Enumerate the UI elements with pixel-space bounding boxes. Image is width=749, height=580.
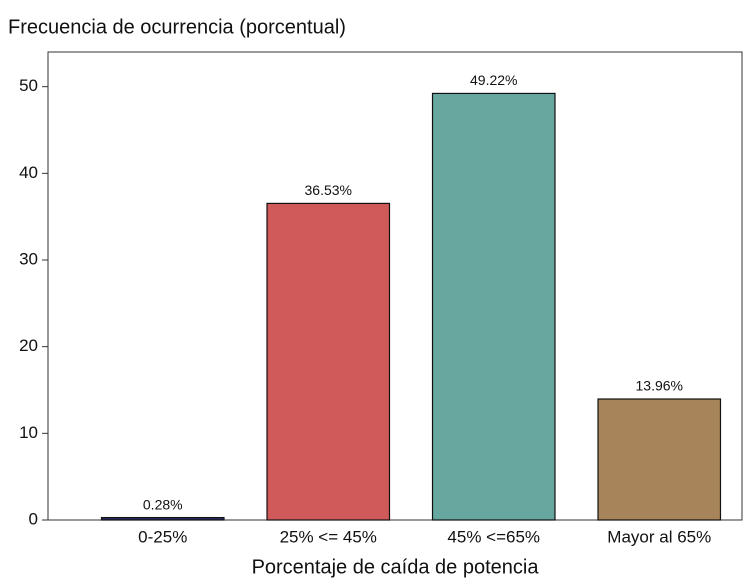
y-tick-label: 50 xyxy=(19,76,38,95)
value-label: 49.22% xyxy=(470,72,517,88)
x-tick-label: 0-25% xyxy=(138,527,187,546)
y-tick-label: 20 xyxy=(19,336,38,355)
x-tick-label: 25% <= 45% xyxy=(280,527,377,546)
x-tick-label: 45% <=65% xyxy=(447,527,540,546)
x-axis-label: Porcentaje de caída de potencia xyxy=(252,556,540,578)
bar xyxy=(266,202,391,521)
plot-frame xyxy=(47,51,743,521)
value-label: 13.96% xyxy=(636,378,683,394)
y-tick-label: 30 xyxy=(19,249,38,268)
bar xyxy=(431,92,556,521)
bar xyxy=(597,398,722,521)
y-tick-label: 10 xyxy=(19,423,38,442)
value-label: 0.28% xyxy=(143,496,183,512)
chart-title: Frecuencia de ocurrencia (porcentual) xyxy=(8,16,346,38)
x-tick-label: Mayor al 65% xyxy=(607,527,711,546)
value-label: 36.53% xyxy=(305,182,352,198)
y-tick-label: 40 xyxy=(19,163,38,182)
y-tick-label: 0 xyxy=(29,509,38,528)
bar xyxy=(100,516,225,521)
